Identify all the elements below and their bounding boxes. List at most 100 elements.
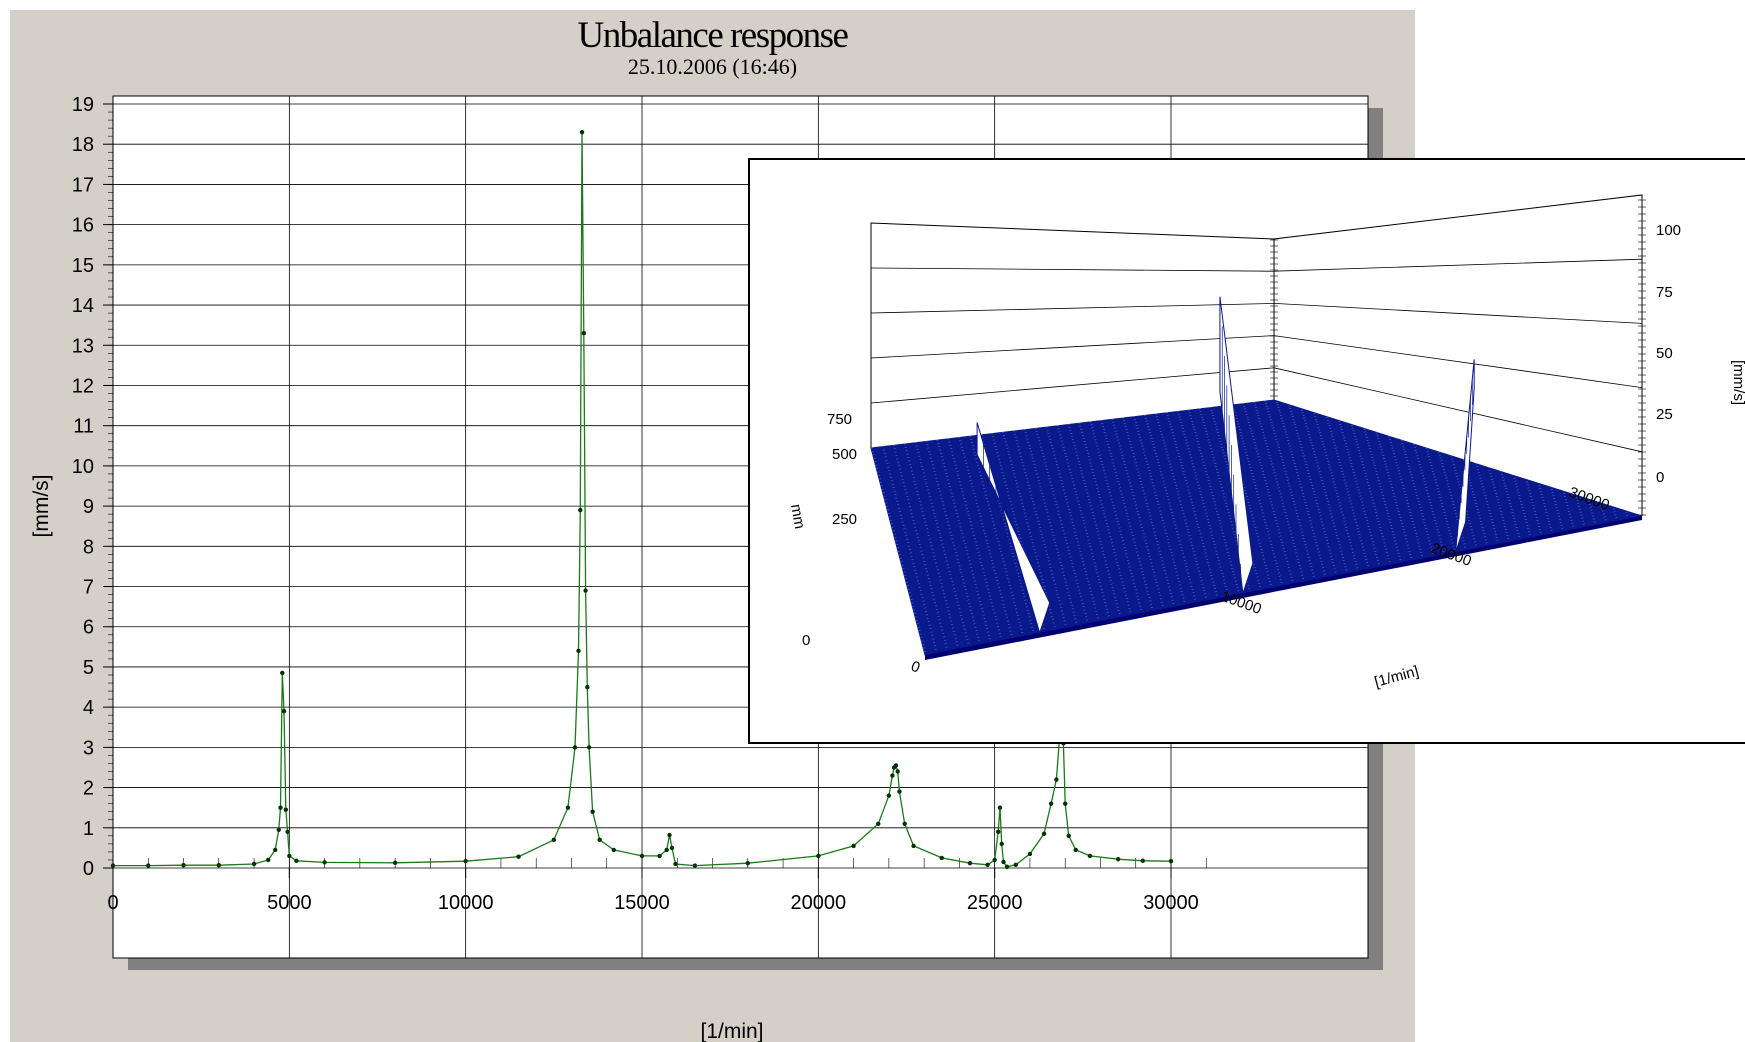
y-minor-ticks <box>108 103 1207 869</box>
x-tick-label: 10000 <box>438 892 494 914</box>
data-point <box>673 861 678 867</box>
data-point <box>1001 859 1006 865</box>
floor-line <box>882 424 1354 494</box>
peak-ridge <box>976 422 1051 635</box>
data-point <box>581 331 587 336</box>
data-point <box>667 832 672 838</box>
data-point <box>997 805 1003 810</box>
data-point <box>1004 864 1010 869</box>
y-tick-label: 4 <box>83 697 94 719</box>
data-point <box>1027 851 1033 857</box>
data-point <box>287 853 292 859</box>
floor-line <box>895 452 1440 542</box>
back-wall-right <box>1273 194 1643 516</box>
data-point <box>669 845 675 851</box>
data-point <box>283 807 289 812</box>
floor-line <box>906 475 1514 583</box>
data-point <box>579 129 585 135</box>
data-point <box>1115 856 1121 862</box>
data-point <box>902 821 907 826</box>
y-tick-label: 14 <box>72 295 94 317</box>
inset-y-tick-label: 250 <box>832 511 857 528</box>
y-tick-label: 12 <box>72 375 94 397</box>
floor-line <box>914 492 1569 614</box>
data-point <box>692 863 698 868</box>
data-point <box>265 857 271 863</box>
inset-walls <box>870 194 1646 516</box>
floor-line <box>911 486 1551 604</box>
data-point <box>890 773 895 778</box>
floor-line <box>892 446 1422 531</box>
wall-gridline <box>1273 367 1643 453</box>
data-point <box>939 855 944 861</box>
floor-line <box>902 467 1489 569</box>
data-point <box>985 862 990 867</box>
y-tick-label: 19 <box>72 94 94 116</box>
data-point <box>1073 847 1078 853</box>
data-point <box>1041 831 1047 837</box>
data-point <box>572 745 578 750</box>
data-point <box>583 588 588 593</box>
y-tick-label: 16 <box>72 215 94 237</box>
data-point <box>1168 858 1174 864</box>
data-point <box>181 862 186 868</box>
data-point <box>1013 862 1019 867</box>
data-point <box>664 847 669 853</box>
inset-y-tick-label: 0 <box>802 632 810 649</box>
y-tick-label: 11 <box>73 416 94 438</box>
floor-line <box>877 413 1317 473</box>
floor-line <box>884 428 1367 500</box>
inset-y-axis-label: mm <box>787 503 808 531</box>
data-point <box>895 769 900 774</box>
x-tick-label: 5000 <box>267 892 312 914</box>
data-point <box>995 829 1001 835</box>
data-point <box>516 854 521 859</box>
x-tick-label: 30000 <box>1143 892 1199 914</box>
data-point <box>851 843 856 849</box>
floor-line <box>898 459 1465 556</box>
data-point <box>585 684 590 690</box>
y-tick-label: 1 <box>83 818 94 840</box>
inset-peaks <box>976 296 1475 635</box>
data-point <box>551 837 557 843</box>
data-point <box>576 648 581 654</box>
data-point <box>280 670 285 676</box>
chart-title: Unbalance response <box>577 15 849 56</box>
inset-z-tick-label: 0 <box>1656 469 1664 486</box>
data-point <box>893 763 899 768</box>
y-axis-label: [mm/s] <box>30 475 53 538</box>
x-tick-label: 25000 <box>967 892 1023 914</box>
inset-z-tick-label: 100 <box>1656 222 1681 239</box>
data-point <box>1054 777 1059 782</box>
inset-floor <box>870 399 1643 660</box>
inset-z-tick-label: 50 <box>1656 345 1673 362</box>
data-point <box>216 862 221 868</box>
y-tick-label: 18 <box>72 134 94 156</box>
y-tick-label: 5 <box>83 657 94 679</box>
floor-line <box>904 471 1501 576</box>
wall-gridline <box>1273 258 1643 272</box>
data-point <box>897 789 902 794</box>
wall-gridline <box>870 367 1275 404</box>
y-tick-label: 8 <box>83 536 94 558</box>
data-point <box>586 745 592 750</box>
y-tick-label: 15 <box>72 255 94 277</box>
data-point <box>463 858 468 864</box>
data-point <box>657 853 662 859</box>
data-point <box>590 809 595 814</box>
inset-x-tick-label: 0 <box>909 658 923 677</box>
x-tick-label: 0 <box>107 892 118 914</box>
data-point <box>886 793 892 798</box>
floor-line <box>917 500 1593 628</box>
data-point <box>1063 801 1068 806</box>
floor-line <box>881 423 1348 490</box>
data-point <box>999 841 1004 847</box>
floor-line <box>903 469 1495 573</box>
y-tick-label: 17 <box>72 174 94 196</box>
data-point <box>285 829 290 835</box>
floor-line <box>891 444 1416 528</box>
data-point <box>1066 833 1071 839</box>
data-point <box>816 853 821 859</box>
